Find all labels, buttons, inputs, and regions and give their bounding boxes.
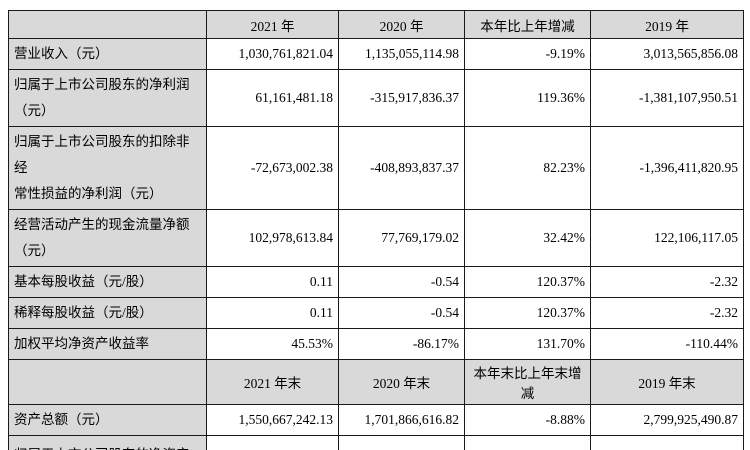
value-cell: 45.53% — [206, 328, 339, 360]
table-row-revenue: 营业收入（元） 1,030,761,821.04 1,135,055,114.9… — [8, 38, 744, 70]
value-cell: -9.19% — [464, 38, 591, 70]
value-cell: 77,769,179.02 — [338, 209, 465, 267]
value-cell: -1,381,107,950.51 — [590, 69, 744, 127]
value-cell: 1,030,761,821.04 — [206, 38, 339, 70]
header-cell-2020-end: 2020 年末 — [338, 359, 465, 405]
table-row-basic-eps: 基本每股收益（元/股） 0.11 -0.54 120.37% -2.32 — [8, 266, 744, 298]
value-cell: 0.11 — [206, 297, 339, 329]
header-cell-end-change: 本年末比上年末增减 — [464, 359, 591, 405]
header-cell-2020: 2020 年 — [338, 10, 465, 39]
table-row-net-assets: 归属于上市公司股东的净资产 （元） 158,948,850.76 104,768… — [8, 435, 744, 450]
row-label-net-profit: 归属于上市公司股东的净利润 （元） — [8, 69, 207, 127]
row-label-net-assets: 归属于上市公司股东的净资产 （元） — [8, 435, 207, 450]
section1-header-row: 2021 年 2020 年 本年比上年增减 2019 年 — [8, 10, 744, 39]
value-cell: 102,978,613.84 — [206, 209, 339, 267]
value-cell: 3,013,565,856.08 — [590, 38, 744, 70]
table-row-net-profit-deducted: 归属于上市公司股东的扣除非经 常性损益的净利润（元） -72,673,002.3… — [8, 126, 744, 210]
header-cell-blank — [8, 359, 207, 405]
row-label-total-assets: 资产总额（元） — [8, 404, 207, 436]
value-cell: -86.17% — [338, 328, 465, 360]
value-cell: 1,701,866,616.82 — [338, 404, 465, 436]
row-label-basic-eps: 基本每股收益（元/股） — [8, 266, 207, 298]
header-cell-2021-end: 2021 年末 — [206, 359, 339, 405]
header-cell-blank — [8, 10, 207, 39]
value-cell: 61,161,481.18 — [206, 69, 339, 127]
value-cell: 32.42% — [464, 209, 591, 267]
value-cell: 119.36% — [464, 69, 591, 127]
value-cell: -315,917,836.37 — [338, 69, 465, 127]
value-cell: -2.32 — [590, 266, 744, 298]
value-cell: 0.11 — [206, 266, 339, 298]
value-cell: -408,893,837.37 — [338, 126, 465, 210]
value-cell: 120.37% — [464, 266, 591, 298]
value-cell: 51.71% — [464, 435, 591, 450]
value-cell: 104,768,384.52 — [338, 435, 465, 450]
table-row-diluted-eps: 稀释每股收益（元/股） 0.11 -0.54 120.37% -2.32 — [8, 297, 744, 329]
header-cell-change: 本年比上年增减 — [464, 10, 591, 39]
value-cell: -72,673,002.38 — [206, 126, 339, 210]
table-row-net-profit: 归属于上市公司股东的净利润 （元） 61,161,481.18 -315,917… — [8, 69, 744, 127]
row-label-roe: 加权平均净资产收益率 — [8, 328, 207, 360]
value-cell: 82.23% — [464, 126, 591, 210]
value-cell: 158,948,850.76 — [206, 435, 339, 450]
header-cell-2019: 2019 年 — [590, 10, 744, 39]
value-cell: 2,799,925,490.87 — [590, 404, 744, 436]
table-row-operating-cash-flow: 经营活动产生的现金流量净额 （元） 102,978,613.84 77,769,… — [8, 209, 744, 267]
value-cell: 1,550,667,242.13 — [206, 404, 339, 436]
header-cell-2019-end: 2019 年末 — [590, 359, 744, 405]
value-cell: 1,135,055,114.98 — [338, 38, 465, 70]
value-cell: 131.70% — [464, 328, 591, 360]
table-row-total-assets: 资产总额（元） 1,550,667,242.13 1,701,866,616.8… — [8, 404, 744, 436]
row-label-net-profit-deducted: 归属于上市公司股东的扣除非经 常性损益的净利润（元） — [8, 126, 207, 210]
value-cell: 122,106,117.05 — [590, 209, 744, 267]
value-cell: -0.54 — [338, 266, 465, 298]
header-cell-2021: 2021 年 — [206, 10, 339, 39]
value-cell: -0.54 — [338, 297, 465, 329]
row-label-revenue: 营业收入（元） — [8, 38, 207, 70]
value-cell: -8.88% — [464, 404, 591, 436]
row-label-diluted-eps: 稀释每股收益（元/股） — [8, 297, 207, 329]
value-cell: 558,121,728.32 — [590, 435, 744, 450]
section2-header-row: 2021 年末 2020 年末 本年末比上年末增减 2019 年末 — [8, 359, 744, 405]
table-row-weighted-roe: 加权平均净资产收益率 45.53% -86.17% 131.70% -110.4… — [8, 328, 744, 360]
row-label-cash-flow: 经营活动产生的现金流量净额 （元） — [8, 209, 207, 267]
value-cell: 120.37% — [464, 297, 591, 329]
financial-summary-table: 2021 年 2020 年 本年比上年增减 2019 年 营业收入（元） 1,0… — [8, 10, 744, 450]
value-cell: -2.32 — [590, 297, 744, 329]
value-cell: -1,396,411,820.95 — [590, 126, 744, 210]
value-cell: -110.44% — [590, 328, 744, 360]
